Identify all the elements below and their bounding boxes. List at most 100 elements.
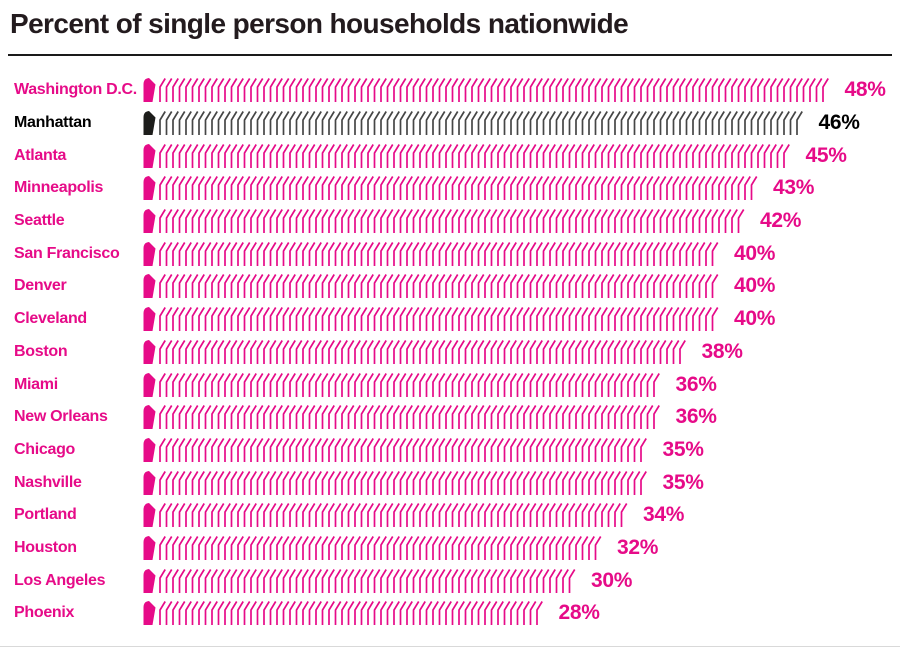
- bar-glyphs: [143, 339, 686, 364]
- bar-stroke-glyphs: [159, 78, 829, 103]
- bar-leader-glyph: [143, 535, 156, 560]
- bar-stroke-glyphs: [159, 372, 660, 397]
- bar-leader-glyph: [143, 143, 156, 168]
- city-label: Boston: [14, 342, 68, 360]
- bar-stroke-glyphs: [159, 274, 719, 299]
- value-label: 42%: [760, 209, 802, 233]
- bar-glyphs: [143, 568, 576, 593]
- bar-leader-glyph: [143, 437, 156, 462]
- chart-title: Percent of single person households nati…: [10, 8, 629, 39]
- chart-row: Chicago 35%: [0, 434, 900, 467]
- chart-row: Cleveland 40%: [0, 303, 900, 336]
- bar-stroke-glyphs: [159, 536, 602, 560]
- value-label: 36%: [675, 372, 717, 396]
- value-label: 35%: [662, 470, 704, 494]
- bar-stroke-glyphs: [159, 209, 745, 234]
- value-label: 48%: [844, 78, 886, 102]
- value-label: 45%: [805, 143, 847, 167]
- chart-row: Minneapolis 43%: [0, 172, 900, 205]
- bar-stroke-glyphs: [159, 601, 543, 626]
- bar-stroke-glyphs: [159, 307, 719, 332]
- chart-row: New Orleans 36%: [0, 401, 900, 434]
- value-label: 40%: [734, 241, 776, 265]
- bar-leader-glyph: [143, 176, 156, 201]
- city-label: Cleveland: [14, 310, 87, 328]
- title-divider: [8, 54, 892, 56]
- city-label: Portland: [14, 506, 77, 524]
- city-label: Chicago: [14, 440, 76, 458]
- bar-leader-glyph: [143, 339, 156, 364]
- bar-leader-glyph: [143, 78, 156, 103]
- city-label: New Orleans: [14, 408, 108, 426]
- bar-leader-glyph: [143, 503, 156, 528]
- city-label: Houston: [14, 538, 77, 556]
- chart-row: Seattle 42%: [0, 205, 900, 238]
- bar-glyphs: [143, 535, 602, 560]
- bar-stroke-glyphs: [159, 437, 647, 462]
- bottom-divider: [0, 646, 900, 647]
- bar-glyphs: [143, 307, 719, 332]
- chart-row: San Francisco 40%: [0, 237, 900, 270]
- bar-leader-glyph: [143, 241, 156, 266]
- chart-row: Denver 40%: [0, 270, 900, 303]
- bar-glyphs: [143, 372, 660, 397]
- value-label: 28%: [558, 601, 600, 625]
- bar-glyphs: [143, 274, 719, 299]
- city-label: Minneapolis: [14, 179, 104, 197]
- chart-rows: Washington D.C. 48% Manhattan 46% Atlanta 45%…: [0, 74, 900, 630]
- bar-stroke-glyphs: [159, 143, 790, 168]
- bar-glyphs: [143, 503, 628, 528]
- chart-row: Nashville 35%: [0, 466, 900, 499]
- city-label: Washington D.C.: [14, 81, 137, 99]
- bar-glyphs: [143, 209, 745, 234]
- value-label: 34%: [643, 503, 685, 527]
- chart-row: Manhattan 46%: [0, 107, 900, 140]
- bar-leader-glyph: [143, 372, 156, 397]
- value-label: 46%: [818, 111, 860, 135]
- city-label: Los Angeles: [14, 571, 106, 589]
- chart-row: Phoenix 28%: [0, 597, 900, 630]
- bar-leader-glyph: [143, 470, 156, 495]
- bar-glyphs: [143, 470, 647, 495]
- bar-leader-glyph: [143, 111, 156, 136]
- bar-leader-glyph: [143, 601, 156, 626]
- bar-glyphs: [143, 437, 647, 462]
- chart-row: Houston 32%: [0, 532, 900, 565]
- city-label: Seattle: [14, 212, 65, 230]
- bar-stroke-glyphs: [159, 568, 576, 593]
- bar-glyphs: [143, 176, 758, 201]
- bar-leader-glyph: [143, 209, 156, 234]
- bar-glyphs: [143, 601, 543, 626]
- city-label: Manhattan: [14, 114, 92, 132]
- bar-glyphs: [143, 111, 803, 136]
- value-label: 30%: [591, 568, 633, 592]
- bar-stroke-glyphs: [159, 241, 719, 266]
- chart-row: Boston 38%: [0, 336, 900, 369]
- value-label: 36%: [675, 405, 717, 429]
- bar-glyphs: [143, 143, 790, 168]
- bar-stroke-glyphs: [159, 339, 686, 364]
- bar-stroke-glyphs: [159, 405, 660, 430]
- city-label: Miami: [14, 375, 58, 393]
- bar-stroke-glyphs: [159, 470, 647, 495]
- value-label: 38%: [701, 339, 743, 363]
- chart-row: Atlanta 45%: [0, 139, 900, 172]
- city-label: San Francisco: [14, 244, 120, 262]
- chart-row: Los Angeles 30%: [0, 564, 900, 597]
- value-label: 40%: [734, 274, 776, 298]
- bar-stroke-glyphs: [159, 111, 803, 136]
- value-label: 32%: [617, 535, 659, 559]
- city-label: Nashville: [14, 473, 82, 491]
- city-label: Phoenix: [14, 604, 75, 622]
- bar-leader-glyph: [143, 405, 156, 430]
- bar-leader-glyph: [143, 274, 156, 299]
- chart-row: Portland 34%: [0, 499, 900, 532]
- bar-leader-glyph: [143, 307, 156, 332]
- bar-leader-glyph: [143, 568, 156, 593]
- bar-glyphs: [143, 78, 829, 103]
- chart-row: Washington D.C. 48%: [0, 74, 900, 107]
- bar-stroke-glyphs: [159, 503, 628, 528]
- city-label: Atlanta: [14, 146, 67, 164]
- bar-stroke-glyphs: [159, 176, 758, 201]
